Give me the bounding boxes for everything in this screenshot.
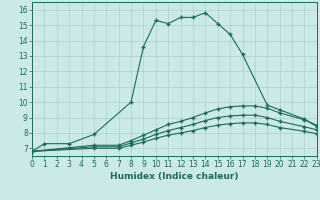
X-axis label: Humidex (Indice chaleur): Humidex (Indice chaleur)	[110, 172, 239, 181]
